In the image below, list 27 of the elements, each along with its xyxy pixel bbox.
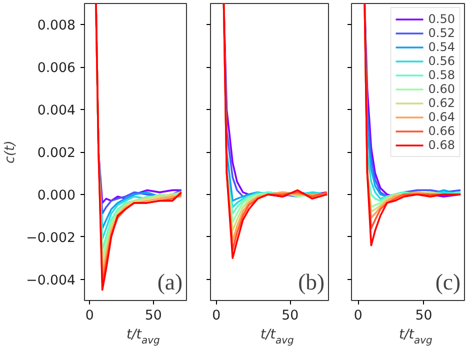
y-tick-label: 0.002 bbox=[37, 146, 76, 161]
x-tick-label: 50 bbox=[144, 308, 162, 324]
x-tick-label: 50 bbox=[282, 308, 299, 324]
legend-label: 0.60 bbox=[428, 82, 455, 96]
y-tick-label: 0.006 bbox=[37, 61, 76, 76]
x-tick-label: 0 bbox=[212, 308, 221, 324]
x-tick-label: 50 bbox=[415, 308, 432, 324]
legend-label: 0.52 bbox=[428, 26, 455, 40]
legend-label: 0.50 bbox=[428, 12, 455, 26]
y-tick-label: −0.004 bbox=[26, 273, 76, 288]
annotation: (b) bbox=[298, 270, 325, 294]
legend-label: 0.62 bbox=[428, 96, 455, 110]
y-tick-label: 0.004 bbox=[37, 104, 76, 119]
legend-label: 0.66 bbox=[428, 124, 455, 138]
y-axis-title: c(t) bbox=[3, 140, 18, 164]
legend-label: 0.64 bbox=[428, 110, 455, 124]
y-tick-label: −0.002 bbox=[26, 230, 76, 246]
legend-label: 0.58 bbox=[428, 68, 455, 82]
annotation: (c) bbox=[435, 270, 461, 294]
x-tick-label: 0 bbox=[85, 308, 94, 324]
legend-label: 0.56 bbox=[428, 54, 455, 68]
annotation: (a) bbox=[157, 270, 183, 294]
x-tick-label: 0 bbox=[354, 308, 362, 324]
legend-label: 0.54 bbox=[428, 40, 455, 54]
legend-label: 0.68 bbox=[428, 138, 455, 152]
y-tick-label: 0.000 bbox=[37, 188, 76, 204]
y-tick-label: 0.008 bbox=[37, 18, 76, 34]
